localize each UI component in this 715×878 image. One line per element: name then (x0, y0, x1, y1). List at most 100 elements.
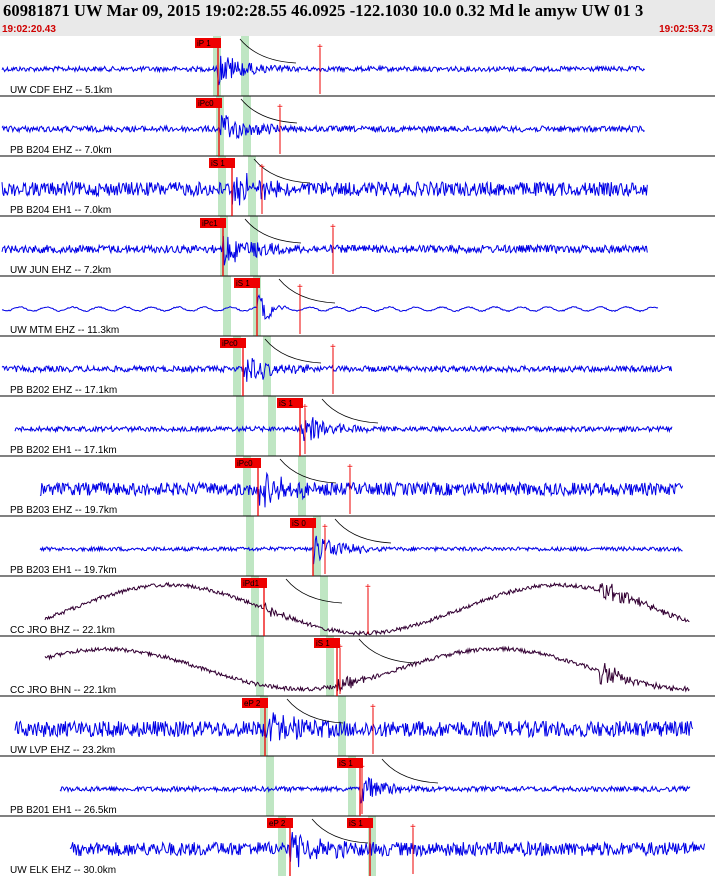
station-label: CC JRO BHN -- 22.1km (10, 685, 116, 696)
waveform-trace (39, 471, 684, 508)
p-band (216, 96, 224, 156)
pick-flag[interactable] (200, 218, 226, 228)
pick-flag[interactable] (196, 98, 222, 108)
p-band (218, 156, 226, 216)
amplitude-plus: + (410, 822, 416, 833)
waveform-trace (14, 417, 673, 442)
amplitude-plus: + (370, 702, 376, 713)
pick-label: iS 1 (279, 399, 293, 408)
traces (1, 55, 705, 868)
pick-flag[interactable] (347, 818, 373, 828)
waveform-trace (39, 535, 683, 565)
amplitude-plus: + (330, 342, 336, 353)
arrival-curve (286, 698, 344, 724)
pick-flag[interactable] (234, 278, 260, 288)
station-label: PB B204 EHZ -- 7.0km (10, 145, 112, 156)
station-label: UW LVP EHZ -- 23.2km (10, 745, 115, 756)
amplitude-plus: + (277, 102, 283, 113)
waveform-trace (1, 55, 645, 86)
waveform-trace (14, 712, 694, 742)
amplitude-plus: + (317, 42, 323, 53)
s-band (348, 756, 356, 816)
start-time: 19:02:20.43 (2, 24, 56, 35)
station-label: PB B202 EH1 -- 17.1km (10, 445, 117, 456)
arrival-curve (279, 458, 337, 484)
waveform-trace (44, 645, 690, 694)
s-band (241, 36, 249, 96)
pick-label: iPc0 (237, 459, 253, 468)
s-band (268, 396, 276, 456)
s-band (250, 216, 258, 276)
p-band (266, 756, 274, 816)
s-band (243, 96, 251, 156)
station-label: PB B204 EH1 -- 7.0km (10, 205, 111, 216)
arrival-curve (334, 518, 392, 544)
event-title: 60981871 UW Mar 09, 2015 19:02:28.55 46.… (3, 1, 644, 20)
waveform-trace (44, 581, 690, 636)
pick-label: iPd1 (243, 579, 260, 588)
pick-label: eP 2 (244, 699, 261, 708)
waveform-trace (69, 831, 705, 868)
arrival-curve (278, 278, 336, 304)
station-label: CC JRO BHZ -- 22.1km (10, 625, 115, 636)
arrival-curve (321, 398, 379, 424)
pick-flag[interactable] (314, 638, 340, 648)
station-label: PB B201 EH1 -- 26.5km (10, 805, 117, 816)
pick-flag[interactable] (241, 578, 267, 588)
trace-dividers (0, 95, 715, 817)
end-time: 19:02:53.73 (659, 24, 713, 35)
pick-flag[interactable] (290, 518, 316, 528)
station-label: UW ELK EHZ -- 30.0km (10, 865, 116, 876)
pick-label: iP 1 (197, 39, 211, 48)
waveform-trace (1, 235, 648, 266)
pick-label: iS 1 (339, 759, 353, 768)
p-band (246, 516, 254, 576)
pick-label: iS 1 (236, 279, 250, 288)
waveform-trace (1, 358, 673, 382)
p-band (213, 36, 221, 96)
arrival-curve (253, 158, 311, 184)
s-band (298, 456, 306, 516)
pick-flag[interactable] (277, 398, 303, 408)
p-band (236, 396, 244, 456)
pick-flag[interactable] (220, 338, 246, 348)
arrival-curve (358, 638, 416, 664)
s-band (263, 336, 271, 396)
waveform-trace (1, 294, 659, 320)
pick-label: iPc0 (222, 339, 238, 348)
amplitude-plus: + (347, 462, 353, 473)
pick-flag[interactable] (242, 698, 268, 708)
pick-flag[interactable] (195, 38, 221, 48)
pick-label: iS 1 (211, 159, 225, 168)
arrival-curve (240, 98, 298, 124)
amplitude-plus: + (365, 582, 371, 593)
pick-label: iPc1 (202, 219, 218, 228)
arrival-curve (285, 578, 343, 604)
station-label: PB B203 EHZ -- 19.7km (10, 505, 117, 516)
pick-flag[interactable] (267, 818, 293, 828)
pick-label: iS 1 (349, 819, 363, 828)
phase-picks: iP 1 + iPc0 + iS 1 + iPc1 + iS 1 + iPc0 + iS 1 + iPc0 +… (195, 38, 416, 876)
amplitude-plus: + (259, 162, 265, 173)
s-band (320, 576, 328, 636)
waveform-trace (1, 172, 648, 206)
amplitude-plus: + (322, 522, 328, 533)
arrival-curve (381, 758, 439, 784)
station-label: PB B203 EH1 -- 19.7km (10, 565, 117, 576)
p-band (256, 636, 264, 696)
s-band (338, 696, 346, 756)
arrival-curve (311, 818, 369, 844)
pick-flag[interactable] (209, 158, 235, 168)
arrival-curve (239, 38, 297, 64)
pick-flag[interactable] (337, 758, 363, 768)
header-bar: 60981871 UW Mar 09, 2015 19:02:28.55 46.… (0, 0, 715, 36)
pick-label: iS 0 (292, 519, 306, 528)
station-label: UW MTM EHZ -- 11.3km (10, 325, 119, 336)
seismogram-panel[interactable]: iP 1 + iPc0 + iS 1 + iPc1 + iS 1 + iPc0 + iS 1 + iPc0 +… (0, 36, 715, 878)
arrival-curve (264, 338, 322, 364)
station-label: UW CDF EHZ -- 5.1km (10, 85, 112, 96)
waveform-trace (59, 776, 691, 804)
pick-flag[interactable] (235, 458, 261, 468)
station-label: UW JUN EHZ -- 7.2km (10, 265, 111, 276)
station-label: PB B202 EHZ -- 17.1km (10, 385, 117, 396)
